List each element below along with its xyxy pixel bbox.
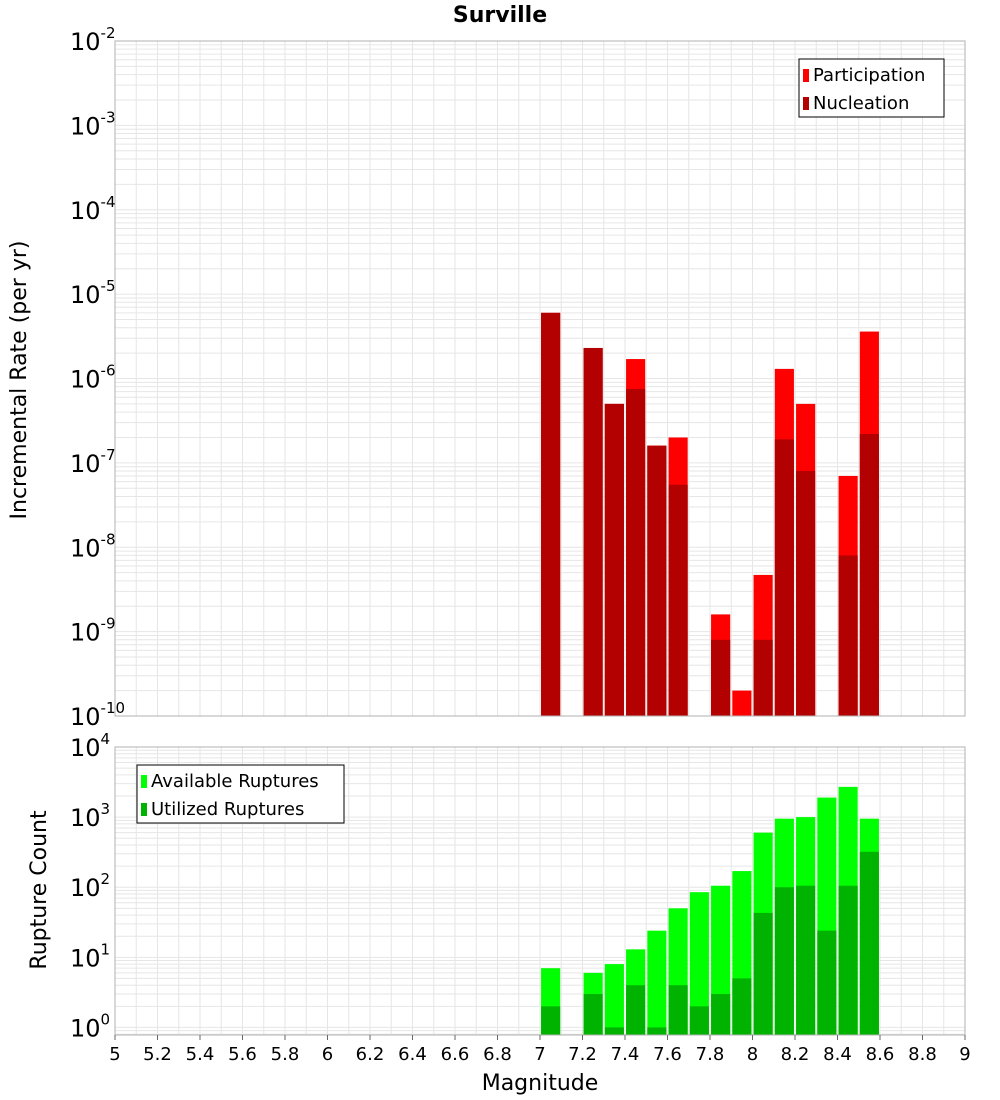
- rate-y-tick-label: 10-9: [70, 615, 116, 647]
- count-bar-utilized-ruptures: [796, 885, 816, 1035]
- rupture-count-plot: 104 103 102 101 100 Available Ruptures Utilize…: [70, 730, 971, 1065]
- count-legend-swatch: [141, 803, 147, 816]
- x-tick-label: 5.4: [186, 1044, 215, 1065]
- rate-y-tick-label: 10-10: [70, 699, 125, 731]
- rate-legend-label: Nucleation: [813, 93, 909, 114]
- x-tick-label: 7.4: [611, 1044, 640, 1065]
- rate-bar-nucleation: [668, 484, 688, 716]
- incremental-rate-plot: 10-2 10-3 10-4 10-5 10-6 10-7 10-8 10-9 10-10 Par…: [70, 24, 966, 731]
- x-tick-label: 8: [747, 1044, 758, 1065]
- rate-y-tick-label: 10-8: [70, 530, 116, 562]
- count-bar-utilized-ruptures: [711, 993, 731, 1035]
- x-tick-label: 9: [959, 1044, 970, 1065]
- x-tick-label: 7.2: [568, 1044, 597, 1065]
- x-tick-label: 6: [322, 1044, 333, 1065]
- chart-title: Surville: [453, 3, 547, 28]
- rate-legend-swatch: [803, 69, 809, 82]
- rate-frame: [114, 40, 966, 717]
- count-bar-available-ruptures: [604, 964, 624, 1035]
- x-tick-label: 6.8: [483, 1044, 512, 1065]
- rate-bar-nucleation: [796, 471, 816, 716]
- rate-bar-participation: [732, 690, 752, 716]
- count-bar-available-ruptures: [689, 892, 709, 1035]
- rate-bar-nucleation: [859, 433, 879, 716]
- x-tick-label: 7: [534, 1044, 545, 1065]
- rate-y-tick-label: 10-7: [70, 446, 116, 478]
- count-y-tick-label: 100: [70, 1010, 110, 1042]
- rate-bar-nucleation: [711, 639, 731, 716]
- x-axis-label: Magnitude: [482, 1071, 599, 1096]
- count-y-tick-label: 103: [70, 800, 110, 832]
- x-tick-label: 6.4: [398, 1044, 427, 1065]
- count-bar-utilized-ruptures: [859, 851, 879, 1035]
- rate-y-tick-label: 10-6: [70, 362, 116, 394]
- count-bar-utilized-ruptures: [753, 912, 773, 1035]
- rate-y-tick-label: 10-3: [70, 108, 116, 140]
- x-tick-label: 7.8: [696, 1044, 725, 1065]
- rate-bar-nucleation: [838, 555, 858, 716]
- rate-legend-label: Participation: [813, 65, 925, 86]
- x-tick-label: 8.4: [823, 1044, 852, 1065]
- count-bar-utilized-ruptures: [838, 885, 858, 1035]
- rate-bar-nucleation: [604, 403, 624, 716]
- x-tick-label: 8.6: [866, 1044, 895, 1065]
- rate-y-tick-label: 10-2: [70, 24, 116, 56]
- count-bar-utilized-ruptures: [647, 1027, 667, 1035]
- count-bar-available-ruptures: [647, 930, 667, 1035]
- count-bar-utilized-ruptures: [774, 887, 794, 1035]
- x-tick-label: 8.2: [781, 1044, 810, 1065]
- count-bar-utilized-ruptures: [689, 1006, 709, 1035]
- count-bar-utilized-ruptures: [668, 985, 688, 1035]
- x-tick-label: 5.8: [271, 1044, 300, 1065]
- x-tick-label: 5.6: [228, 1044, 257, 1065]
- count-bar-utilized-ruptures: [626, 985, 646, 1035]
- rate-bar-nucleation: [626, 389, 646, 716]
- rate-bar-nucleation: [541, 312, 561, 716]
- count-legend-label: Utilized Ruptures: [151, 799, 304, 820]
- count-y-tick-label: 101: [70, 940, 110, 972]
- rate-y-tick-label: 10-5: [70, 277, 116, 309]
- x-tick-label: 8.8: [908, 1044, 937, 1065]
- x-tick-label: 7.6: [653, 1044, 682, 1065]
- count-bar-utilized-ruptures: [732, 978, 752, 1035]
- count-bar-utilized-ruptures: [817, 930, 837, 1035]
- rate-bar-nucleation: [753, 639, 773, 716]
- y-axis-label-rate: Incremental Rate (per yr): [7, 241, 32, 520]
- x-tick-label: 6.6: [441, 1044, 470, 1065]
- x-tick-label: 6.2: [356, 1044, 385, 1065]
- rate-bar-nucleation: [647, 445, 667, 716]
- rate-bar-nucleation: [583, 347, 603, 716]
- rate-y-tick-label: 10-4: [70, 193, 116, 225]
- x-tick-label: 5.2: [143, 1044, 172, 1065]
- count-y-tick-label: 104: [70, 730, 110, 762]
- rate-legend-box: [798, 58, 945, 118]
- rate-legend-swatch: [803, 97, 809, 110]
- count-bar-utilized-ruptures: [604, 1027, 624, 1035]
- count-legend-swatch: [141, 775, 147, 788]
- count-legend-label: Available Ruptures: [151, 771, 319, 792]
- count-bar-utilized-ruptures: [541, 1006, 561, 1035]
- y-axis-label-count: Rupture Count: [27, 810, 52, 970]
- count-y-tick-label: 102: [70, 870, 110, 902]
- rate-bar-nucleation: [774, 439, 794, 716]
- count-bar-utilized-ruptures: [583, 993, 603, 1035]
- x-tick-label: 5: [109, 1044, 120, 1065]
- count-legend-box: [136, 764, 345, 824]
